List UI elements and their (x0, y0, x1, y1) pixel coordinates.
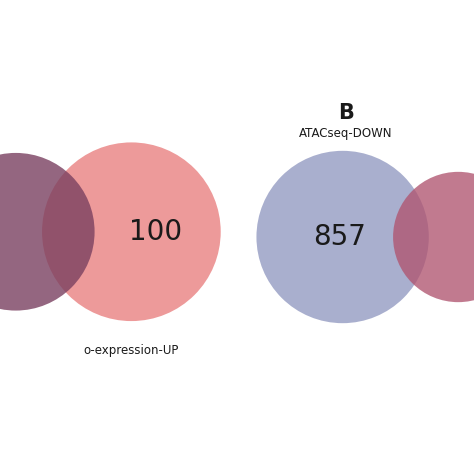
Circle shape (42, 142, 221, 321)
Text: B: B (338, 103, 354, 124)
Text: o-expression-UP: o-expression-UP (84, 344, 179, 357)
Text: 100: 100 (129, 218, 182, 246)
Circle shape (0, 153, 95, 310)
Text: 857: 857 (313, 223, 366, 251)
Circle shape (256, 151, 429, 323)
Circle shape (393, 172, 474, 302)
Text: ATACseq-DOWN: ATACseq-DOWN (299, 128, 392, 140)
